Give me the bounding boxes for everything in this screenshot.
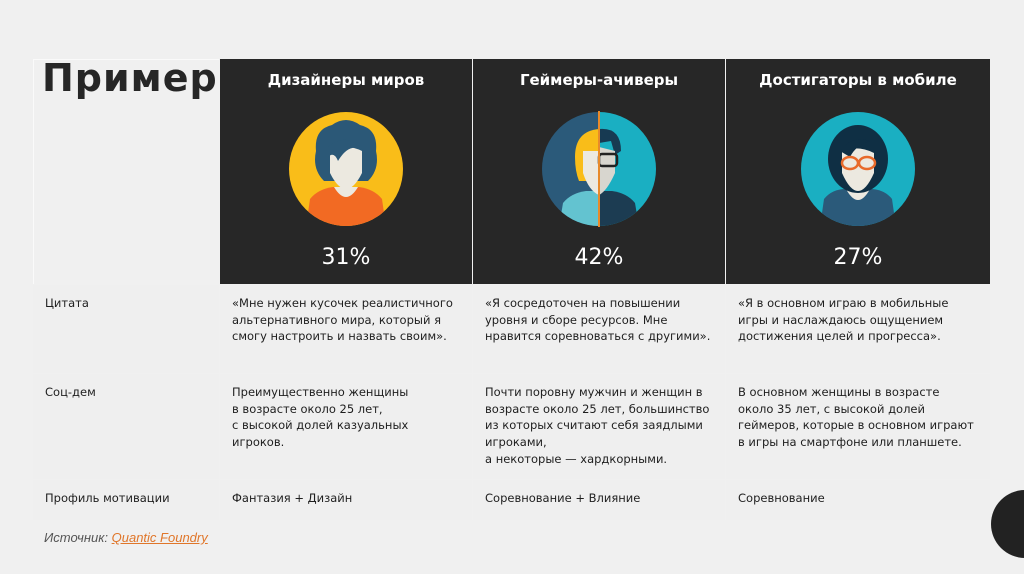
segment-name: Дизайнеры миров (267, 71, 425, 89)
quote-designers: «Мне нужен кусочек реалистичного альтерн… (220, 285, 472, 373)
motivation-mobile: Соревнование (726, 480, 990, 520)
demographics-mobile: В основном женщины в возрасте около 35 л… (726, 374, 990, 479)
woman-glasses-icon (801, 112, 915, 226)
segment-percent: 27% (833, 245, 883, 270)
source-link[interactable]: Quantic Foundry (111, 530, 208, 545)
decorative-circle (991, 490, 1024, 558)
table-label-header (33, 59, 219, 284)
demographics-achievers: Почти поровну мужчин и женщин в возрасте… (473, 374, 725, 479)
segment-header-designers: Дизайнеры миров 31% (220, 59, 472, 284)
motivation-achievers: Соревнование + Влияние (473, 480, 725, 520)
quote-achievers: «Я сосредоточен на повышении уровня и сб… (473, 285, 725, 373)
motivation-designers: Фантазия + Дизайн (220, 480, 472, 520)
row-label-quote: Цитата (33, 285, 219, 373)
slide-title: Пример (42, 56, 218, 100)
woman-curly-hair-icon (289, 112, 403, 226)
segment-header-mobile: Достигаторы в мобиле 27% (726, 59, 990, 284)
segment-header-achievers: Геймеры-ачиверы 42% (473, 59, 725, 284)
row-label-demographics: Соц-дем (33, 374, 219, 479)
segment-name: Геймеры-ачиверы (519, 71, 679, 89)
segment-percent: 31% (321, 245, 371, 270)
segment-percent: 42% (574, 245, 624, 270)
quote-mobile: «Я в основном играю в мобильные игры и н… (726, 285, 990, 373)
row-label-motivation: Профиль мотивации (33, 480, 219, 520)
source-label: Источник: (44, 530, 108, 545)
demographics-designers: Преимущественно женщины в возрасте около… (220, 374, 472, 479)
segment-name: Достигаторы в мобиле (759, 71, 957, 89)
half-woman-half-man-icon (542, 111, 656, 227)
source-note: Источник: Quantic Foundry (44, 530, 208, 545)
